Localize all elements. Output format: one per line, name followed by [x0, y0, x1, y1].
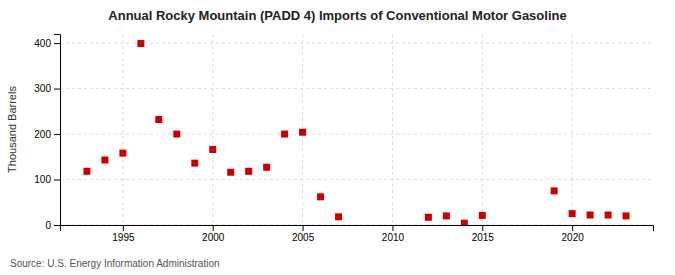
x-tick: 2010: [382, 225, 405, 243]
point: [605, 211, 612, 218]
x-grid-line: [212, 34, 213, 225]
y-tick: 100: [34, 174, 60, 185]
y-tick: 400: [34, 38, 60, 49]
x-tick-mark: [303, 225, 304, 231]
point: [245, 168, 252, 175]
y-tick-label: 0: [45, 220, 51, 231]
point: [551, 187, 558, 194]
y-grid-line: [60, 179, 653, 180]
y-tick-mark: [54, 225, 60, 226]
y-grid-line: [60, 134, 653, 135]
point: [83, 168, 90, 175]
y-tick-mark: [54, 180, 60, 181]
x-tick-label: 1995: [112, 232, 135, 243]
x-tick: 2005: [292, 225, 315, 243]
point: [101, 156, 108, 163]
y-tick-mark: [54, 43, 60, 44]
chart: 1995 2000 2005 2010 2015 2020 0 100 200 300 400 Ann…: [0, 0, 675, 275]
x-tick-label: 2005: [292, 232, 315, 243]
y-tick: 300: [34, 83, 60, 94]
point: [569, 210, 576, 217]
x-axis-line: [61, 226, 654, 232]
y-tick-mark: [54, 89, 60, 90]
x-tick-mark: [392, 225, 393, 231]
y-axis-line: [54, 35, 61, 226]
title: Annual Rocky Mountain (PADD 4) Imports o…: [108, 8, 566, 23]
point: [623, 212, 630, 219]
x-tick-mark: [482, 225, 483, 231]
y-tick-label: 200: [34, 129, 51, 140]
point: [191, 160, 198, 167]
y-tick-label: 300: [34, 83, 51, 94]
point: [173, 131, 180, 138]
y-axis-title: Thousand Barrels: [6, 86, 18, 173]
x-tick-label: 2010: [382, 232, 405, 243]
x-tick: 2020: [562, 225, 585, 243]
point: [443, 212, 450, 219]
x-tick: 2000: [202, 225, 225, 243]
point: [299, 129, 306, 136]
x-tick: 2015: [472, 225, 495, 243]
point: [227, 169, 234, 176]
point: [335, 213, 342, 220]
x-tick-mark: [123, 225, 124, 231]
y-tick-label: 400: [34, 38, 51, 49]
x-grid-line: [482, 34, 483, 225]
point: [209, 146, 216, 153]
points: [83, 40, 629, 225]
x-grid-line: [122, 34, 123, 225]
grid: [60, 34, 653, 225]
point: [155, 116, 162, 123]
point: [119, 150, 126, 157]
x-tick-mark: [572, 225, 573, 231]
x-tick: 1995: [112, 225, 135, 243]
y-tick-mark: [54, 134, 60, 135]
source: Source: U.S. Energy Information Administ…: [10, 258, 220, 269]
x-tick-label: 2015: [472, 232, 495, 243]
point: [137, 40, 144, 47]
point: [479, 212, 486, 219]
point: [263, 164, 270, 171]
x-grid-line: [392, 34, 393, 225]
y-grid-line: [60, 43, 653, 44]
point: [425, 214, 432, 221]
point: [281, 131, 288, 138]
y-axis: 0 100 200 300 400: [34, 35, 60, 231]
y-grid-line: [60, 88, 653, 89]
x-tick-label: 2020: [562, 232, 585, 243]
point: [317, 193, 324, 200]
point: [587, 211, 594, 218]
point: [461, 220, 468, 225]
y-tick-label: 100: [34, 174, 51, 185]
x-tick-mark: [213, 225, 214, 231]
y-tick: 0: [45, 220, 60, 231]
x-tick-label: 2000: [202, 232, 225, 243]
x-grid-line: [572, 34, 573, 225]
y-tick: 200: [34, 129, 60, 140]
x-axis: 1995 2000 2005 2010 2015 2020: [61, 225, 654, 243]
